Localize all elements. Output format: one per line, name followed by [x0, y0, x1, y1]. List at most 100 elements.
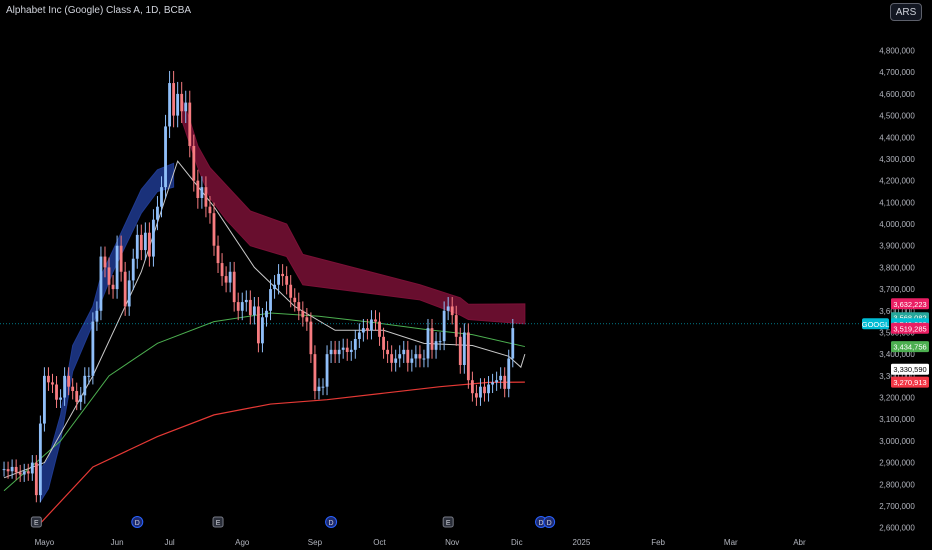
candle-body	[313, 354, 317, 392]
candle-body	[301, 310, 305, 318]
event-marker-label: D	[547, 520, 552, 527]
x-tick-label: Mar	[724, 538, 738, 547]
candle-body	[337, 349, 341, 355]
candle-body	[131, 258, 135, 281]
candle-body	[59, 397, 62, 400]
y-tick-label: 4,200,000	[879, 177, 915, 186]
candle-body	[317, 386, 321, 392]
candle-body	[487, 384, 490, 394]
candle-body	[265, 310, 268, 318]
candle-body	[95, 310, 99, 322]
candle-body	[18, 472, 22, 475]
candle-body	[390, 354, 394, 363]
candle-body	[87, 375, 91, 377]
candle-body	[357, 332, 361, 339]
candle-body	[240, 302, 244, 311]
event-marker-label: E	[216, 520, 221, 527]
candle-body	[79, 395, 83, 402]
candle-body	[99, 256, 103, 311]
candle-body	[499, 375, 503, 381]
candle-body	[434, 341, 438, 350]
candle-body	[135, 234, 139, 259]
candle-body	[430, 328, 434, 350]
earnings-marker	[442, 516, 454, 528]
candle-body	[34, 462, 38, 496]
x-tick-label: Dic	[511, 538, 523, 547]
price-label-text: 3,434,756	[893, 343, 926, 352]
candle-body	[256, 306, 260, 344]
y-tick-label: 3,100,000	[879, 415, 915, 424]
candle-body	[139, 234, 143, 251]
y-tick-label: 3,300,000	[879, 372, 915, 381]
y-tick-label: 3,900,000	[879, 242, 915, 251]
symbol-tag	[862, 318, 889, 330]
candle-body	[152, 219, 155, 257]
candle-body	[378, 321, 381, 337]
event-marker-label: D	[539, 520, 544, 527]
candle-body	[123, 271, 127, 307]
y-tick-label: 2,800,000	[879, 480, 915, 489]
candle-body	[426, 328, 430, 359]
candle-body	[224, 276, 228, 283]
candle-body	[192, 145, 196, 181]
candle-body	[244, 299, 248, 303]
candle-body	[462, 332, 466, 366]
candle-body	[374, 319, 377, 322]
bullish-cloud	[39, 162, 175, 504]
event-marker-label: D	[329, 520, 334, 527]
candle-body	[361, 328, 365, 333]
candle-body	[204, 187, 208, 207]
y-tick-label: 3,200,000	[879, 394, 915, 403]
candle-body	[6, 469, 10, 472]
candle-body	[22, 471, 26, 475]
candle-body	[321, 386, 325, 388]
candle-body	[491, 382, 494, 385]
candle-body	[216, 245, 220, 264]
candle-body	[168, 83, 171, 127]
candle-body	[414, 354, 418, 359]
candle-body	[470, 380, 474, 394]
candle-body	[507, 358, 511, 389]
candle-body	[115, 245, 119, 290]
event-marker-label: D	[135, 520, 140, 527]
candle-body	[450, 306, 454, 316]
y-tick-label: 4,600,000	[879, 90, 915, 99]
candle-body	[75, 391, 79, 402]
x-tick-label: 2025	[573, 538, 591, 547]
candle-body	[103, 256, 107, 268]
dividend-marker	[131, 516, 144, 528]
candle-body	[285, 276, 289, 285]
x-tick-label: Mayo	[35, 538, 55, 547]
earnings-marker	[212, 516, 224, 528]
dividend-marker	[325, 516, 338, 528]
candle-body	[438, 341, 442, 343]
candle-body	[273, 284, 276, 290]
candle-body	[200, 187, 204, 199]
y-tick-label: 4,100,000	[879, 198, 915, 207]
candle-body	[55, 384, 58, 400]
candle-body	[325, 354, 329, 387]
candle-body	[232, 271, 236, 303]
y-tick-label: 4,500,000	[879, 112, 915, 121]
candle-body	[454, 315, 458, 337]
y-tick-label: 2,900,000	[879, 459, 915, 468]
candle-body	[366, 328, 369, 331]
y-tick-label: 4,000,000	[879, 220, 915, 229]
candle-body	[228, 271, 232, 283]
price-label-text: 3,270,913	[893, 378, 926, 387]
candle-body	[479, 386, 482, 398]
candle-body	[503, 375, 507, 389]
candle-body	[458, 336, 462, 366]
candle-body	[406, 349, 410, 363]
candle-body	[305, 317, 309, 322]
candle-body	[495, 380, 499, 383]
candle-body	[341, 347, 345, 350]
currency-button[interactable]: ARS	[890, 3, 922, 21]
candle-body	[71, 386, 75, 392]
candle-body	[119, 245, 123, 272]
candle-body	[386, 349, 390, 355]
y-tick-label: 3,400,000	[879, 350, 915, 359]
x-tick-label: Nov	[445, 538, 459, 547]
y-tick-label: 4,700,000	[879, 68, 915, 77]
